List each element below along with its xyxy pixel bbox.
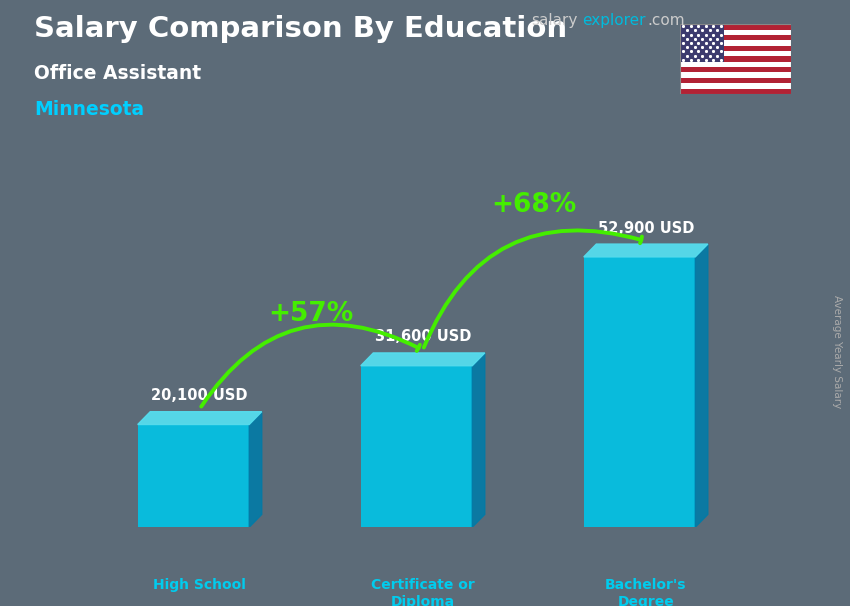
Bar	[680, 67, 790, 73]
Bar	[680, 24, 790, 30]
Bar	[680, 30, 790, 35]
Bar	[680, 24, 724, 62]
Text: Minnesota: Minnesota	[34, 100, 144, 119]
Text: salary: salary	[531, 13, 578, 28]
Text: 52,900 USD: 52,900 USD	[598, 221, 694, 236]
Bar	[680, 83, 790, 88]
Text: 31,600 USD: 31,600 USD	[375, 330, 471, 344]
Text: Salary Comparison By Education: Salary Comparison By Education	[34, 15, 567, 43]
Text: explorer: explorer	[582, 13, 646, 28]
Bar	[360, 366, 473, 527]
Bar	[680, 56, 790, 62]
Polygon shape	[584, 244, 708, 257]
Text: Office Assistant: Office Assistant	[34, 64, 201, 82]
Text: +68%: +68%	[491, 193, 577, 219]
Text: +57%: +57%	[269, 301, 354, 327]
Bar	[680, 51, 790, 56]
Bar	[680, 78, 790, 83]
Text: Certificate or
Diploma: Certificate or Diploma	[371, 579, 474, 606]
Bar	[680, 35, 790, 41]
Bar	[680, 62, 790, 67]
Polygon shape	[695, 244, 708, 527]
Polygon shape	[138, 411, 262, 425]
Bar	[680, 41, 790, 45]
Text: 20,100 USD: 20,100 USD	[151, 388, 248, 403]
Polygon shape	[473, 353, 484, 527]
Polygon shape	[360, 353, 484, 366]
Bar	[680, 88, 790, 94]
Bar	[680, 45, 790, 51]
Bar	[584, 257, 695, 527]
Text: High School: High School	[153, 579, 246, 593]
Text: Bachelor's
Degree: Bachelor's Degree	[605, 579, 687, 606]
Text: Average Yearly Salary: Average Yearly Salary	[832, 295, 842, 408]
Polygon shape	[249, 411, 262, 527]
Text: .com: .com	[648, 13, 685, 28]
Bar	[138, 425, 249, 527]
Bar	[680, 73, 790, 78]
